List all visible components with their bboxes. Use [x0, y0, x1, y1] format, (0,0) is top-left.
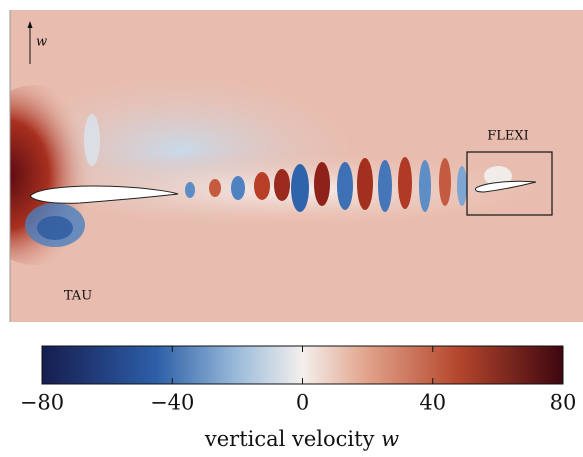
vortices [185, 157, 512, 212]
tick-label: −40 [150, 391, 194, 415]
arrow-head [27, 21, 33, 28]
colorbar-label-text: vertical velocity [204, 427, 375, 451]
flexi-box [466, 151, 553, 216]
tick-label: 80 [550, 391, 577, 415]
tick-label: −80 [20, 391, 64, 415]
tau-label: TAU [64, 289, 92, 304]
colorbar-ticks: −80 −40 0 40 80 [20, 346, 577, 415]
flexi-label: FLEXI [487, 129, 529, 144]
tick-label: 40 [419, 391, 446, 415]
flow-field [10, 10, 583, 322]
airfoil-small [475, 180, 537, 193]
airfoil [29, 185, 179, 204]
arrow-label: w [36, 35, 47, 50]
tick-label: 0 [296, 391, 309, 415]
colorbar-label: vertical velocity w [204, 427, 399, 451]
colorbar [41, 345, 564, 385]
colorbar-label-symbol: w [381, 427, 399, 451]
